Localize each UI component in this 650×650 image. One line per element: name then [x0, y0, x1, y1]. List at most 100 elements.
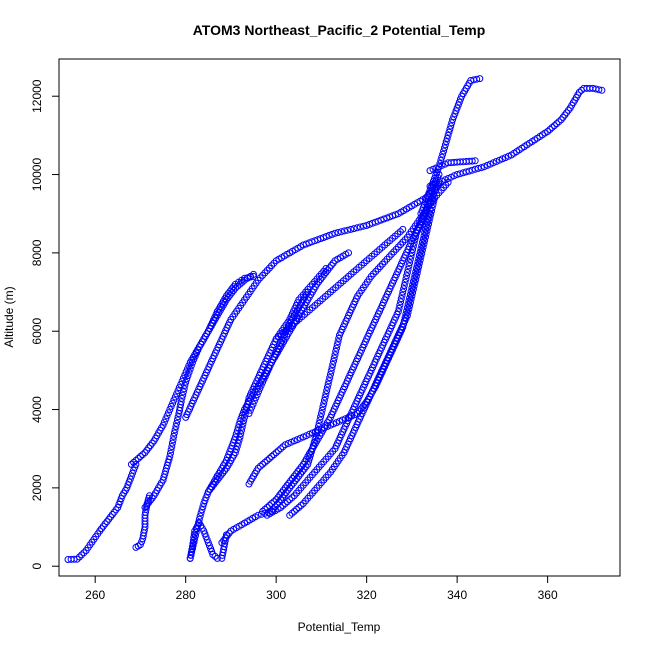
data-point — [136, 453, 144, 460]
data-point — [403, 269, 411, 276]
data-point — [141, 449, 149, 457]
y-tick-label: 6000 — [30, 318, 44, 345]
data-point — [553, 120, 561, 128]
data-point — [178, 394, 186, 402]
data-point — [167, 449, 174, 457]
data-point — [288, 494, 296, 502]
data-point — [598, 86, 606, 94]
data-point — [112, 506, 120, 514]
data-point — [420, 240, 428, 248]
data-point — [293, 505, 300, 513]
data-point — [564, 106, 572, 114]
data-point — [327, 367, 335, 375]
data-point — [411, 236, 419, 244]
data-point — [411, 279, 419, 287]
data-point — [403, 272, 411, 280]
data-point — [253, 391, 261, 399]
data-point — [392, 245, 400, 253]
data-point — [410, 282, 418, 290]
data-point — [333, 341, 341, 349]
data-point — [415, 263, 423, 271]
data-point — [146, 496, 154, 504]
data-point — [268, 453, 276, 460]
data-point — [160, 418, 168, 426]
data-point — [261, 269, 269, 277]
data-point — [413, 261, 421, 269]
data-point — [235, 436, 243, 444]
data-point — [320, 400, 328, 408]
data-point — [218, 539, 226, 547]
data-point — [544, 128, 552, 135]
data-point — [139, 451, 147, 459]
data-point — [400, 285, 408, 293]
data-point — [412, 268, 420, 276]
data-point — [410, 274, 418, 282]
data-point — [298, 463, 305, 471]
data-point — [406, 299, 414, 306]
data-point — [369, 270, 377, 278]
data-point — [575, 88, 583, 96]
data-point — [294, 467, 302, 475]
data-point — [286, 511, 294, 519]
data-point — [315, 419, 323, 427]
data-point — [334, 338, 342, 346]
data-point — [208, 548, 216, 555]
data-point — [444, 131, 452, 139]
data-point — [394, 243, 402, 251]
data-point — [421, 229, 429, 237]
data-point — [197, 509, 205, 517]
data-point — [404, 308, 412, 316]
data-point — [132, 457, 140, 464]
data-point — [148, 439, 156, 447]
data-point — [169, 399, 177, 407]
data-point — [416, 256, 424, 264]
data-point — [241, 413, 248, 421]
data-point — [283, 482, 291, 489]
data-point — [405, 262, 413, 270]
data-point — [132, 460, 140, 468]
data-point — [319, 403, 327, 411]
data-point — [196, 512, 204, 520]
data-point — [327, 370, 334, 378]
data-point — [246, 406, 254, 414]
data-point — [290, 472, 298, 480]
data-point — [180, 385, 188, 393]
y-tick-label: 2000 — [30, 474, 44, 501]
data-point — [169, 436, 177, 444]
data-point — [256, 384, 264, 392]
data-point — [80, 549, 88, 557]
data-point — [448, 119, 456, 127]
y-axis-label: Altitude (m) — [2, 286, 16, 347]
data-point — [379, 260, 386, 268]
data-point — [421, 237, 429, 244]
data-point — [308, 238, 316, 246]
data-point — [127, 460, 135, 468]
data-point — [250, 272, 257, 280]
data-point — [332, 347, 340, 355]
data-point — [347, 225, 355, 233]
data-point — [233, 442, 241, 450]
data-point — [198, 506, 206, 514]
x-tick-label: 260 — [85, 588, 105, 602]
data-point — [415, 259, 423, 267]
data-point — [170, 432, 178, 440]
data-point — [468, 157, 476, 165]
data-point — [268, 500, 276, 507]
data-point — [422, 198, 429, 206]
data-point — [263, 504, 271, 511]
data-point — [261, 458, 269, 466]
x-axis: 260 280 300 320 340 360 — [85, 575, 558, 602]
data-point — [73, 555, 81, 563]
data-point — [105, 515, 113, 523]
data-point — [388, 250, 395, 258]
data-point — [350, 225, 358, 233]
data-point — [402, 310, 410, 318]
data-point — [438, 153, 446, 161]
y-tick-label: 0 — [30, 563, 44, 570]
data-point — [173, 416, 181, 424]
data-point — [279, 486, 287, 494]
data-point — [441, 141, 449, 149]
data-point — [406, 291, 414, 299]
plot-frame — [58, 58, 621, 577]
data-point — [408, 284, 416, 292]
